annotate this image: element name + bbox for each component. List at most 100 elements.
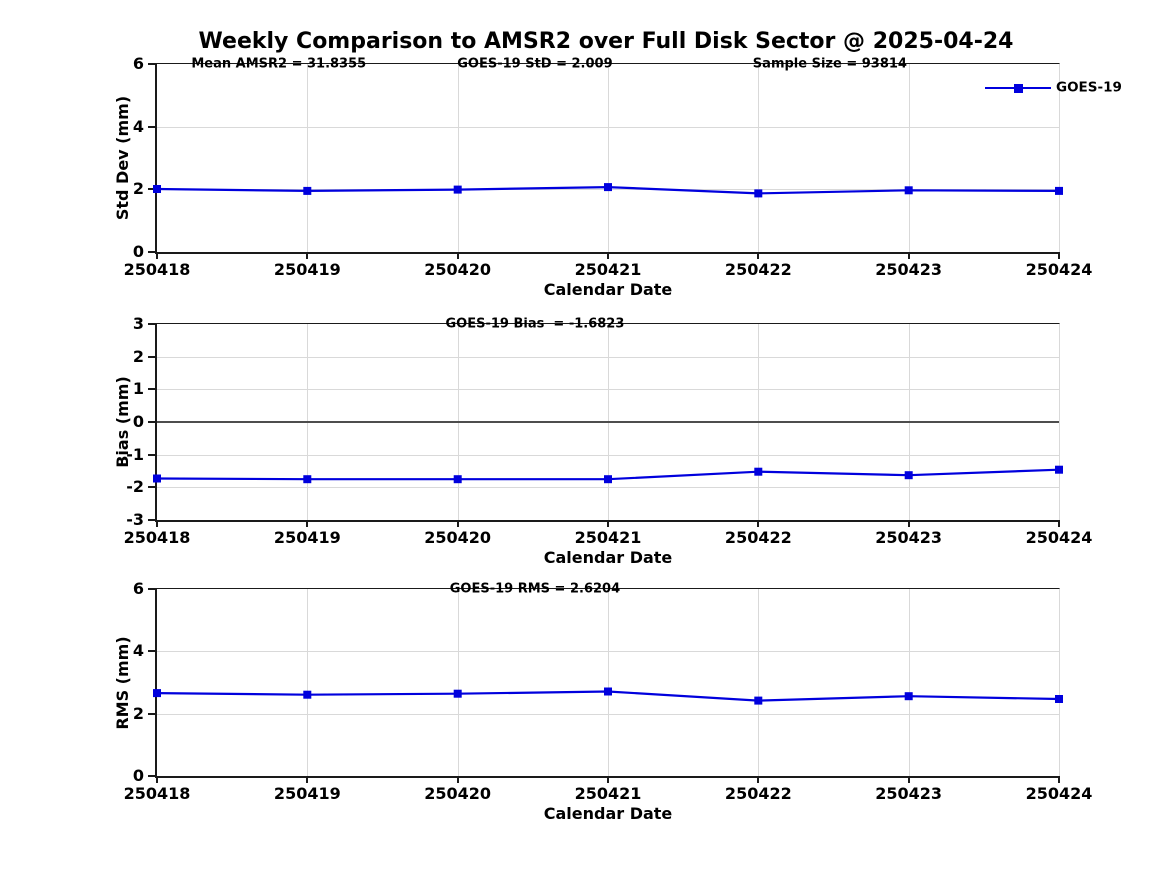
data-point-marker [453,185,462,194]
data-point-marker [904,471,913,480]
rms-subplot: 250418 250419 250420 250421 250422 250423 2504… [113,581,1092,822]
y-tick-label: 3 [132,314,144,333]
bias-subplot: 250418 250419 250420 250421 250422 250423 2504… [113,316,1092,566]
x-tick [757,776,760,783]
x-tick-label: 250420 [424,784,492,803]
x-tick-label: 250421 [574,528,642,547]
x-tick-label: 250418 [123,784,191,803]
x-tick-label: 250424 [1025,784,1093,803]
data-point-marker [153,185,161,193]
x-tick-label: 250421 [574,260,642,279]
y-tick [148,519,155,521]
x-gridline [758,589,760,776]
y-tick [148,421,155,423]
zero-line [157,421,1059,423]
x-tick [1058,776,1060,783]
x-tick-label: 250419 [273,784,341,803]
data-point-marker [604,183,612,192]
x-gridline [908,64,910,252]
y-axis-label: Bias (mm) [113,376,132,468]
x-tick-label: 250422 [724,528,792,547]
x-tick [607,776,609,783]
y-tick-label: 1 [132,379,144,399]
y-gridline [157,454,1059,456]
x-tick-label: 250419 [273,260,341,279]
x-gridline [307,589,309,776]
x-gridline [457,589,459,776]
x-tick [757,252,760,259]
y-tick-label: 6 [132,579,144,598]
y-tick-label: 0 [132,412,144,431]
y-tick [148,355,155,358]
y-gridline [157,713,1059,715]
annotation: Sample Size = 93814 [752,56,907,72]
y-tick-label: 4 [132,641,144,661]
x-tick [306,776,309,783]
data-point-marker [604,475,612,484]
x-tick [156,776,158,783]
y-tick-label: 0 [132,766,144,785]
data-point-marker [754,696,763,705]
x-tick-label: 250420 [424,528,492,547]
data-point-marker [153,689,161,698]
y-tick [148,388,155,391]
data-series-goes-19 [153,183,1063,198]
y-tick-label: -1 [126,444,144,464]
x-tick [456,520,459,527]
x-tick [156,252,158,259]
figure-title: Weekly Comparison to AMSR2 over Full Dis… [198,29,1014,54]
x-gridline [758,64,760,252]
y-gridline [157,126,1059,128]
x-gridline [307,64,309,252]
x-gridline [908,589,910,776]
data-point-marker [303,475,312,484]
y-tick [148,486,155,489]
y-tick-label: 2 [132,346,144,366]
x-tick-label: 250419 [273,528,341,547]
data-point-marker [1055,186,1063,195]
y-tick [148,188,155,191]
y-tick-label: -2 [126,477,144,497]
data-point-marker [303,690,312,699]
x-tick [907,520,910,527]
x-gridline [608,64,609,252]
x-tick-label: 250420 [424,260,492,279]
data-point-marker [754,467,763,476]
data-point-marker [754,189,763,198]
y-tick [148,63,155,65]
data-point-marker [904,692,913,701]
x-tick [1058,520,1060,527]
x-tick [456,776,459,783]
x-tick [607,520,609,527]
x-tick-label: 250423 [875,528,943,547]
data-point-marker [453,475,462,484]
y-tick [148,588,155,590]
y-tick [148,712,155,715]
y-tick-label: 6 [132,54,144,73]
x-gridline [608,589,609,776]
y-tick [148,125,155,128]
data-series-goes-19 [153,687,1063,705]
y-axis-label: RMS (mm) [113,635,132,730]
data-point-marker [1055,465,1063,474]
y-tick-label: 0 [132,242,144,261]
annotation: GOES-19 Bias = -1.6823 [445,316,625,332]
stddev-subplot: 250418 250419 250420 250421 250422 250423 2504… [113,56,1122,298]
y-tick [148,650,155,653]
data-point-marker [1055,695,1063,703]
data-point-marker [453,689,462,698]
y-tick-label: -3 [126,510,144,529]
y-axis-label: Std Dev (mm) [113,95,132,221]
y-tick [148,323,155,325]
annotation: GOES-19 RMS = 2.6204 [449,581,621,597]
legend-marker-sample [1014,84,1023,93]
x-tick-label: 250424 [1025,260,1093,279]
x-axis-label: Calendar Date [543,548,673,567]
data-point-marker [904,186,913,195]
y-gridline [157,356,1059,358]
x-tick-label: 250421 [574,784,642,803]
x-axis-label: Calendar Date [543,280,673,299]
y-tick-label: 4 [132,116,144,136]
x-tick [456,252,459,259]
